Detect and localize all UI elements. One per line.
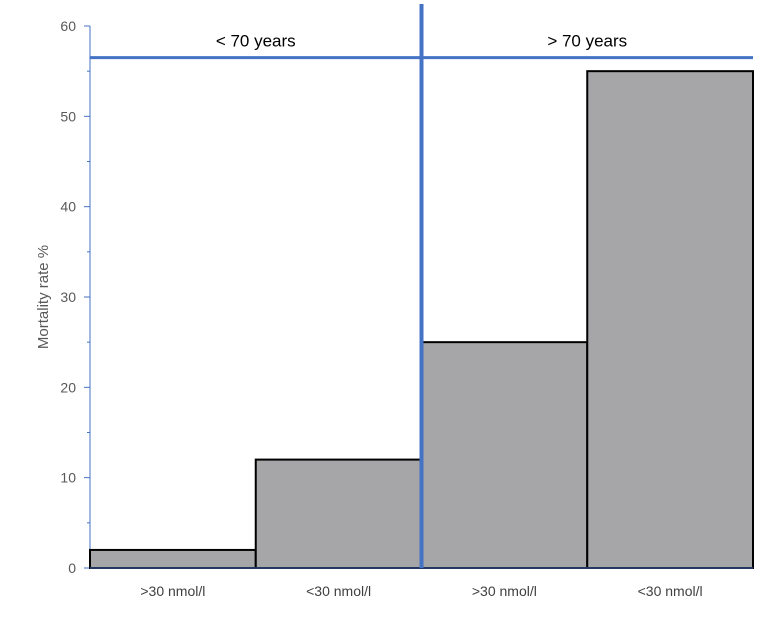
x-category-label: >30 nmol/l <box>140 583 205 599</box>
bar <box>89 548 257 570</box>
x-category-label: <30 nmol/l <box>638 583 703 599</box>
y-tick-label: 40 <box>60 199 76 215</box>
group-labels: < 70 years > 70 years <box>216 32 627 51</box>
group-label: > 70 years <box>547 32 627 51</box>
bar <box>420 341 589 569</box>
x-category-label: >30 nmol/l <box>472 583 537 599</box>
y-tick-label: 10 <box>60 470 76 486</box>
x-category-label: <30 nmol/l <box>306 583 371 599</box>
y-tick-label: 50 <box>60 108 76 124</box>
y-tick-label: 60 <box>60 18 76 34</box>
group-dividers <box>90 4 753 568</box>
x-axis: >30 nmol/l <30 nmol/l >30 nmol/l <30 nmol/l <box>90 567 753 599</box>
y-axis-title: Mortality rate % <box>35 245 52 349</box>
bar <box>254 458 423 570</box>
y-tick-label: 30 <box>60 289 76 305</box>
group-label: < 70 years <box>216 32 296 51</box>
bar <box>586 70 754 570</box>
y-tick-label: 0 <box>68 560 76 576</box>
y-tick-label: 20 <box>60 379 76 395</box>
bars <box>89 70 754 570</box>
y-axis: 0 10 20 30 40 50 60 <box>60 18 91 576</box>
